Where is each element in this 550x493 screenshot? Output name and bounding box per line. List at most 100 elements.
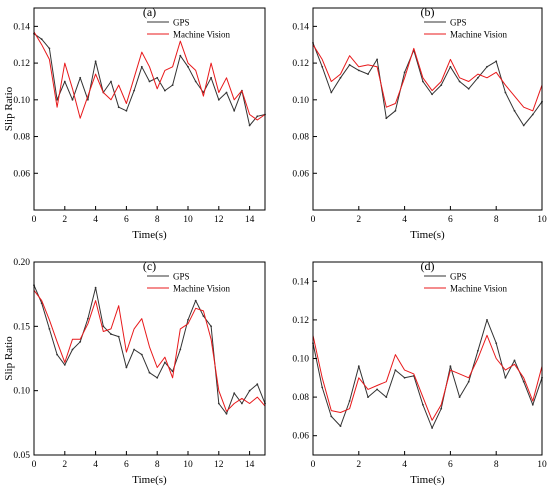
- data-point-gps: [367, 396, 369, 398]
- y-tick-label: 0.12: [292, 59, 309, 69]
- series-line-gps: [33, 33, 266, 126]
- data-point-gps: [187, 319, 189, 321]
- chart-panel-2: 0 2 4 6 8 10 0.06 0.08 0.10 0.12 0.14 Time(s) (b) GPS…: [292, 5, 547, 241]
- data-point-gps: [140, 353, 143, 356]
- data-point-gps: [148, 80, 151, 83]
- legend-label: GPS: [450, 18, 467, 28]
- x-axis-label: Time(s): [132, 229, 167, 241]
- data-point-gps: [194, 299, 197, 302]
- data-point-gps: [357, 365, 360, 368]
- data-point-gps: [94, 286, 97, 289]
- data-point-gps: [164, 361, 166, 364]
- plot-frame: [312, 261, 543, 456]
- data-point-gps: [202, 315, 205, 317]
- data-point-gps: [531, 113, 534, 116]
- data-point-gps: [48, 328, 51, 330]
- y-tick-label: 0.12: [292, 316, 309, 326]
- panel-label: (a): [143, 5, 156, 19]
- data-point-gps: [133, 348, 136, 351]
- x-tick-label: 2: [356, 460, 361, 470]
- data-point-gps: [102, 325, 105, 328]
- series-line-machine-vision: [33, 290, 266, 412]
- x-tick-label: 6: [124, 215, 129, 225]
- x-tick-label: 12: [214, 460, 224, 470]
- data-point-gps: [133, 89, 136, 92]
- data-point-gps: [376, 58, 378, 61]
- x-tick-label: 14: [245, 460, 255, 470]
- y-tick-label: 0.20: [13, 258, 30, 268]
- panel-label: (c): [143, 259, 156, 273]
- data-point-gps: [248, 124, 251, 127]
- data-point-gps: [56, 98, 58, 101]
- data-point-gps: [422, 403, 424, 406]
- panel-label: (b): [421, 5, 435, 19]
- plot-frame: [33, 7, 266, 211]
- data-point-gps: [467, 380, 470, 383]
- data-point-gps: [171, 84, 174, 86]
- y-tick-label: 0.08: [292, 393, 309, 403]
- data-point-gps: [486, 319, 488, 321]
- data-point-gps: [194, 80, 197, 83]
- y-axis-label: Slip Ratio: [3, 336, 15, 381]
- data-point-gps: [210, 325, 213, 328]
- y-tick-label: 0.12: [13, 59, 30, 69]
- data-point-gps: [79, 76, 82, 79]
- data-point-gps: [458, 396, 461, 398]
- x-tick-label: 0: [32, 215, 37, 225]
- data-point-gps: [71, 98, 74, 101]
- data-point-gps: [339, 76, 342, 79]
- x-tick-label: 8: [494, 460, 499, 470]
- data-point-gps: [495, 60, 498, 63]
- y-tick-label: 0.10: [13, 96, 30, 106]
- plot-frame: [33, 261, 266, 456]
- data-point-gps: [495, 342, 498, 344]
- data-point-gps: [225, 412, 228, 415]
- panel-label: (d): [421, 259, 435, 273]
- x-tick-label: 8: [155, 215, 160, 225]
- data-point-gps: [241, 402, 243, 405]
- data-point-gps: [87, 98, 89, 101]
- x-tick-label: 6: [124, 460, 129, 470]
- data-point-gps: [357, 69, 360, 72]
- y-tick-label: 0.14: [292, 22, 309, 32]
- data-point-gps: [79, 340, 82, 343]
- x-tick-label: 8: [155, 460, 160, 470]
- data-point-gps: [403, 71, 406, 74]
- data-point-gps: [348, 400, 351, 402]
- data-point-gps: [513, 109, 516, 112]
- data-point-gps: [148, 371, 151, 374]
- x-tick-label: 4: [93, 215, 98, 225]
- data-point-gps: [233, 109, 236, 112]
- y-tick-label: 0.14: [13, 22, 30, 32]
- x-tick-label: 0: [32, 460, 37, 470]
- x-tick-label: 4: [402, 215, 407, 225]
- data-point-gps: [156, 76, 159, 79]
- data-point-gps: [40, 38, 43, 41]
- chart-panel-1: 0 2 4 6 8 10 12 14 0.06 0.08 0.10 0.12 0.14 Time(s) Sl…: [3, 5, 266, 241]
- data-point-gps: [458, 80, 461, 83]
- data-point-gps: [233, 392, 236, 395]
- data-point-gps: [440, 84, 443, 86]
- data-point-gps: [179, 54, 182, 57]
- data-point-gps: [504, 376, 507, 379]
- data-point-gps: [440, 407, 443, 410]
- data-point-gps: [367, 73, 369, 75]
- y-tick-label: 0.08: [292, 133, 309, 143]
- data-point-gps: [217, 402, 220, 405]
- data-point-gps: [467, 87, 470, 90]
- data-point-gps: [156, 376, 159, 379]
- y-tick-label: 0.08: [13, 133, 30, 143]
- y-tick-label: 0.06: [292, 169, 309, 179]
- data-point-gps: [449, 65, 452, 68]
- data-point-gps: [477, 76, 479, 79]
- data-point-gps: [225, 91, 228, 94]
- legend-label: Machine Vision: [450, 284, 508, 294]
- y-tick-label: 0.15: [13, 322, 30, 332]
- plot-frame: [312, 7, 543, 211]
- data-point-gps: [522, 380, 525, 383]
- y-tick-label: 0.10: [292, 355, 309, 365]
- data-point-gps: [394, 369, 397, 371]
- data-point-gps: [248, 389, 251, 392]
- x-axis-label: Time(s): [410, 229, 445, 241]
